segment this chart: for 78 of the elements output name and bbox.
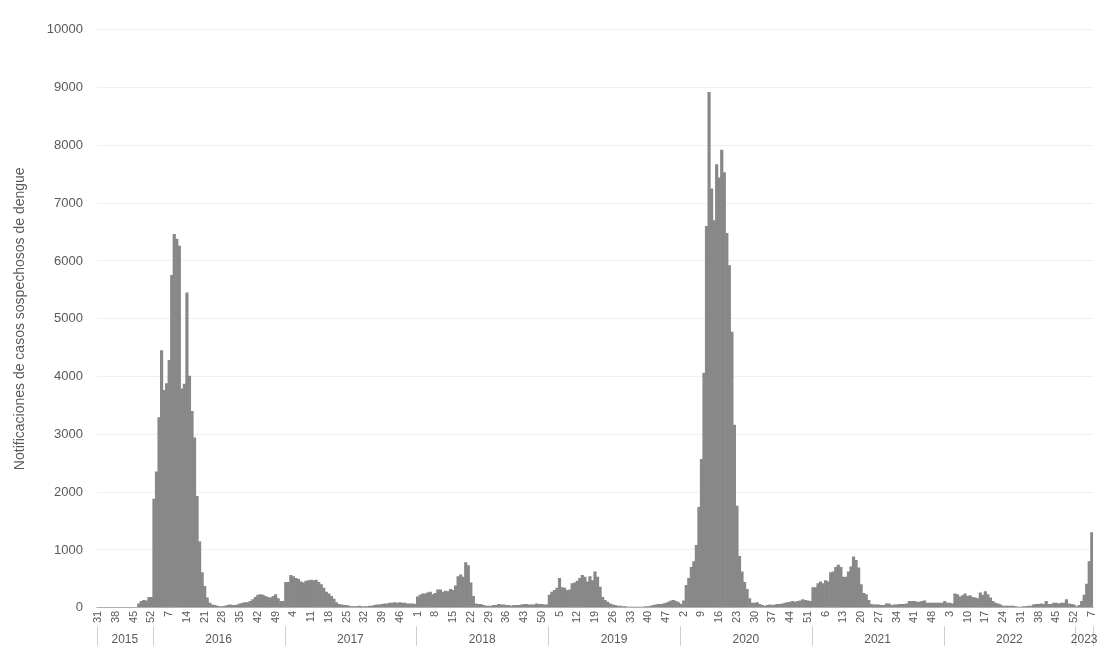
x-tick-label: 16: [712, 610, 725, 624]
x-tick-label: 18: [321, 610, 334, 624]
x-tick-label: 30: [747, 610, 760, 624]
y-tick-label: 10000: [46, 21, 83, 37]
x-tick-label: 32: [357, 610, 370, 624]
x-tick-label: 34: [889, 610, 902, 624]
text: 2017: [337, 632, 365, 647]
x-tick-label: 41: [907, 610, 920, 624]
x-tick-label: 14: [179, 610, 192, 624]
x-tick-label: 42: [250, 610, 263, 624]
x-tick-label: 36: [499, 610, 512, 624]
x-tick-label: 38: [1031, 610, 1044, 624]
text: 2015: [111, 632, 139, 647]
x-tick-label: 45: [1049, 610, 1062, 624]
text: 2023: [1070, 632, 1098, 647]
x-tick-label: 52: [1067, 610, 1080, 624]
x-tick-label: 29: [481, 610, 494, 624]
text: 2019: [600, 632, 628, 647]
x-tick-label: 7: [1084, 610, 1097, 617]
x-tick-label: 51: [800, 610, 813, 624]
x-tick-label: 21: [197, 610, 210, 624]
x-tick-label: 23: [729, 610, 742, 624]
text: 2022: [996, 632, 1024, 647]
y-tick-label: 1000: [54, 541, 83, 557]
x-tick-label: 47: [659, 610, 672, 624]
x-tick-label: 10: [960, 610, 973, 624]
x-tick-label: 44: [783, 610, 796, 624]
x-tick-label: 15: [446, 610, 459, 624]
x-tick-label: 27: [871, 610, 884, 624]
y-tick-label: 7000: [54, 194, 83, 210]
x-tick-label: 19: [588, 610, 601, 624]
x-tick-label: 22: [463, 610, 476, 624]
text: 2016: [205, 632, 233, 647]
x-tick-label: 49: [268, 610, 281, 624]
x-tick-label: 2: [676, 610, 689, 617]
y-tick-label: 2000: [54, 483, 83, 499]
y-tick-label: 0: [75, 599, 83, 615]
x-tick-label: 3: [942, 610, 955, 617]
x-tick-label: 13: [836, 610, 849, 624]
x-tick-label: 38: [108, 610, 121, 624]
x-tick-label: 31: [91, 610, 104, 624]
y-tick-label: 9000: [54, 79, 83, 95]
x-tick-label: 25: [339, 610, 352, 624]
x-tick-label: 20: [854, 610, 867, 624]
y-tick-label: 8000: [54, 136, 83, 152]
y-tick-label: 4000: [54, 368, 83, 384]
x-tick-label: 50: [534, 610, 547, 624]
x-tick-label: 7: [162, 610, 175, 617]
x-tick-label: 37: [765, 610, 778, 624]
x-tick-label: 33: [623, 610, 636, 624]
x-tick-label: 45: [126, 610, 139, 624]
x-tick-label: 39: [375, 610, 388, 624]
x-tick-label: 46: [392, 610, 405, 624]
x-tick-label: 48: [925, 610, 938, 624]
x-tick-label: 12: [570, 610, 583, 624]
x-tick-label: 26: [605, 610, 618, 624]
y-tick-label: 6000: [54, 252, 83, 268]
x-tick-label: 8: [428, 610, 441, 617]
x-tick-label: 52: [144, 610, 157, 624]
x-tick-label: 31: [1013, 610, 1026, 624]
text: 2021: [864, 632, 892, 647]
x-tick-label: 40: [641, 610, 654, 624]
x-tick-label: 4: [286, 610, 299, 617]
x-tick-label: 43: [517, 610, 530, 624]
y-axis-title: Notificaciones de casos sospechosos de dengue: [11, 167, 28, 471]
text: 2018: [468, 632, 496, 647]
y-tick-label: 5000: [54, 310, 83, 326]
text: 2020: [732, 632, 760, 647]
x-tick-label: 6: [818, 610, 831, 617]
x-tick-label: 17: [978, 610, 991, 624]
x-tick-label: 1: [410, 610, 423, 617]
x-tick-label: 11: [304, 610, 317, 623]
x-tick-label: 24: [996, 610, 1009, 624]
y-tick-label: 3000: [54, 425, 83, 441]
x-tick-label: 28: [215, 610, 228, 624]
x-tick-label: 35: [233, 610, 246, 624]
x-tick-label: 5: [552, 610, 565, 617]
x-tick-label: 9: [694, 610, 707, 617]
